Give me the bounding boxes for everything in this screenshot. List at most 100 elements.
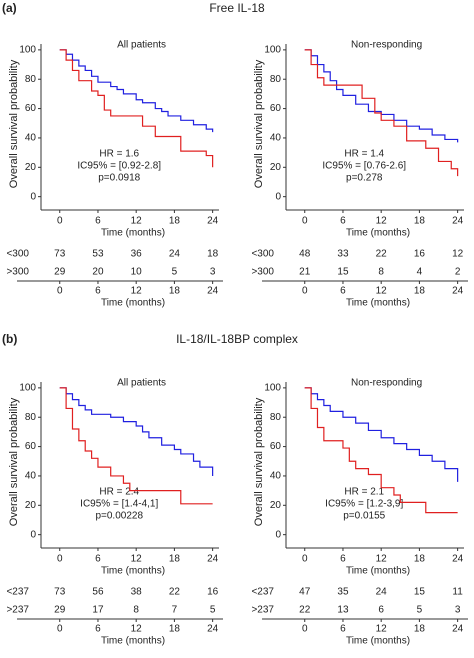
x-tick-label: 12 [376,554,388,565]
at-risk-count: 3 [455,605,461,616]
x-tick-label: 6 [95,216,101,227]
risk-row-label: <237 [6,587,29,598]
risk-row-label: <300 [251,249,274,260]
survival-curve [304,49,459,177]
risk-tick-label: 24 [207,624,219,635]
risk-row-label: <300 [6,249,29,260]
y-axis-label: Overall survival probability [253,59,265,188]
y-tick-label: 100 [19,383,36,394]
annotation: IC95% = [0.92-2.8] [77,161,161,172]
risk-tick-label: 0 [302,624,308,635]
at-risk-count: 73 [54,587,66,598]
at-risk-count: 8 [378,267,384,278]
risk-row-label: >237 [251,605,274,616]
y-tick-label: 20 [270,162,282,173]
at-risk-count: 24 [376,587,388,598]
risk-tick-label: 12 [131,624,143,635]
at-risk-count: 29 [54,267,66,278]
risk-tick-label: 12 [376,624,388,635]
x-axis-label: Time (months) [101,228,165,239]
at-risk-count: 21 [299,267,311,278]
x-axis-label: Time (months) [346,566,410,577]
y-tick-label: 60 [25,441,37,452]
y-tick-label: 40 [270,471,282,482]
risk-tick-label: 0 [57,286,63,297]
at-risk-count: 12 [452,249,464,260]
at-risk-count: 22 [169,587,181,598]
survival-curve [304,387,458,514]
x-tick-label: 12 [376,216,388,227]
y-tick-label: 20 [270,500,282,511]
at-risk-count: 38 [131,587,143,598]
x-tick-label: 12 [131,554,143,565]
risk-tick-label: 24 [452,624,464,635]
at-risk-count: 10 [131,267,143,278]
at-risk-count: 15 [414,587,426,598]
subtitle: All patients [117,378,166,389]
x-tick-label: 18 [414,554,426,565]
y-tick-label: 80 [270,74,282,85]
y-tick-label: 0 [30,529,36,540]
at-risk-count: 56 [92,587,104,598]
x-tick-label: 24 [452,554,464,565]
panel-title: Free IL-18 [209,1,265,15]
annotation: HR = 2.4 [99,487,139,498]
annotation: p=0.278 [346,173,383,184]
at-risk-count: 24 [169,249,181,260]
x-tick-label: 0 [302,554,308,565]
x-tick-label: 0 [302,216,308,227]
survival-curve [59,49,214,133]
risk-axis-label: Time (months) [346,636,410,647]
annotation: p=0.00228 [95,511,143,522]
risk-row-label: <237 [251,587,274,598]
risk-tick-label: 6 [95,624,101,635]
at-risk-count: 35 [337,587,349,598]
at-risk-count: 7 [172,605,178,616]
at-risk-count: 5 [172,267,178,278]
risk-tick-label: 18 [414,286,426,297]
risk-tick-label: 18 [169,624,181,635]
at-risk-count: 73 [54,249,66,260]
survival-curve [304,49,459,143]
risk-axis-label: Time (months) [101,636,165,647]
risk-axis-label: Time (months) [346,298,410,309]
annotation: IC95% = [1.4-4,1] [80,499,158,510]
at-risk-count: 48 [299,249,311,260]
annotation: IC95% = [0.76-2.6] [322,161,406,172]
at-risk-count: 6 [378,605,384,616]
at-risk-count: 36 [131,249,143,260]
risk-row-label: >300 [251,267,274,278]
risk-tick-label: 24 [207,286,219,297]
subtitle: Non-responding [351,378,422,389]
at-risk-count: 16 [414,249,426,260]
x-tick-label: 0 [57,216,63,227]
subtitle: All patients [117,40,166,51]
panel-label: (a) [2,1,17,15]
at-risk-count: 5 [417,605,423,616]
subtitle: Non-responding [351,40,422,51]
survival-curve [304,387,459,482]
survival-curve [59,49,214,168]
x-tick-label: 0 [57,554,63,565]
risk-tick-label: 0 [302,286,308,297]
y-tick-label: 20 [25,162,37,173]
x-tick-label: 24 [207,216,219,227]
x-tick-label: 6 [95,554,101,565]
x-tick-label: 6 [340,554,346,565]
y-tick-label: 40 [270,133,282,144]
risk-tick-label: 18 [414,624,426,635]
x-axis-label: Time (months) [346,228,410,239]
annotation: IC95% = [1.2-3,9] [325,499,403,510]
risk-tick-label: 6 [95,286,101,297]
x-tick-label: 24 [207,554,219,565]
y-tick-label: 80 [25,412,37,423]
y-tick-label: 60 [25,103,37,114]
y-axis-label: Overall survival probability [253,397,265,526]
x-tick-label: 12 [131,216,143,227]
at-risk-count: 47 [299,587,311,598]
at-risk-count: 33 [337,249,349,260]
x-axis-label: Time (months) [101,566,165,577]
risk-tick-label: 6 [340,286,346,297]
survival-curve [59,387,213,505]
